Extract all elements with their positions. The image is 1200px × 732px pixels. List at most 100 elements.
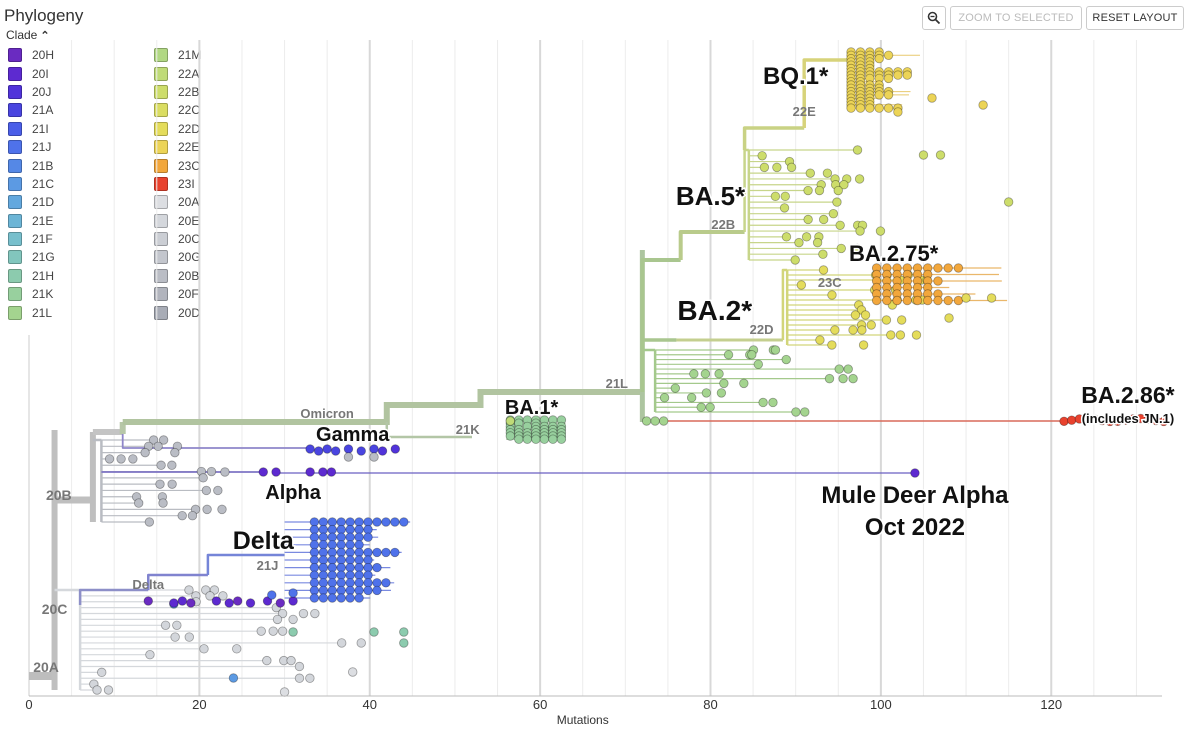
tip-node[interactable] <box>852 145 863 155</box>
tip-node[interactable] <box>834 364 844 374</box>
tip-node[interactable] <box>803 214 813 225</box>
tip-node[interactable] <box>723 350 734 360</box>
tip-node[interactable] <box>294 661 305 672</box>
tip-node[interactable] <box>228 673 239 683</box>
tip-node[interactable] <box>943 295 953 306</box>
tip-node[interactable] <box>158 435 169 445</box>
legend-item[interactable]: 20D <box>154 303 201 321</box>
legend-item[interactable]: 20H <box>8 46 55 64</box>
tip-node[interactable] <box>719 378 729 389</box>
tip-node[interactable] <box>839 180 849 190</box>
tip-node[interactable] <box>305 467 315 477</box>
tip-node[interactable] <box>313 446 324 456</box>
tip-node[interactable] <box>770 191 781 202</box>
legend-item[interactable]: 20I <box>8 64 55 82</box>
tip-node[interactable] <box>369 452 379 462</box>
tip-node[interactable] <box>832 197 842 207</box>
tip-node[interactable] <box>912 295 923 306</box>
tip-node[interactable] <box>160 620 171 630</box>
tip-node[interactable] <box>1059 416 1069 426</box>
tip-node[interactable] <box>911 330 922 340</box>
legend-item[interactable]: 20A <box>154 193 201 211</box>
tip-node[interactable] <box>944 313 954 323</box>
tip-node[interactable] <box>933 276 943 286</box>
tip-node[interactable] <box>935 150 946 160</box>
tip-node[interactable] <box>140 447 150 458</box>
tip-node[interactable] <box>145 650 155 660</box>
tip-node[interactable] <box>918 150 929 160</box>
tip-node[interactable] <box>827 290 837 300</box>
tip-node[interactable] <box>871 295 882 306</box>
tip-node[interactable] <box>213 485 223 496</box>
tip-node[interactable] <box>650 416 660 426</box>
tip-node[interactable] <box>893 107 903 117</box>
legend-item[interactable]: 22A <box>154 64 201 82</box>
tip-node[interactable] <box>399 627 409 637</box>
tip-node[interactable] <box>177 596 188 606</box>
tip-node[interactable] <box>202 504 212 515</box>
tip-node[interactable] <box>298 608 309 619</box>
tip-node[interactable] <box>305 673 315 683</box>
legend-item[interactable]: 22E <box>154 138 201 156</box>
tip-node[interactable] <box>201 485 212 496</box>
tip-node[interactable] <box>838 373 848 384</box>
tip-node[interactable] <box>345 593 355 603</box>
tip-node[interactable] <box>786 162 797 173</box>
tip-node[interactable] <box>199 644 209 654</box>
tip-node[interactable] <box>753 359 763 370</box>
tip-node[interactable] <box>217 504 227 515</box>
tip-node[interactable] <box>747 350 757 360</box>
tip-node[interactable] <box>148 435 159 445</box>
tip-node[interactable] <box>855 103 866 113</box>
tip-node[interactable] <box>852 243 863 254</box>
tip-node[interactable] <box>548 434 558 444</box>
tip-node[interactable] <box>309 593 320 603</box>
tip-node[interactable] <box>363 585 373 596</box>
tip-node[interactable] <box>714 369 724 379</box>
tip-node[interactable] <box>701 388 712 398</box>
tip-node[interactable] <box>205 591 215 601</box>
tip-node[interactable] <box>286 655 296 666</box>
tip-node[interactable] <box>768 397 778 408</box>
tip-node[interactable] <box>818 265 829 275</box>
legend-item[interactable]: 22D <box>154 120 201 138</box>
tip-node[interactable] <box>337 638 347 648</box>
tip-node[interactable] <box>848 373 858 384</box>
legend-item[interactable]: 20F <box>154 285 201 303</box>
tip-node[interactable] <box>505 431 516 441</box>
tip-node[interactable] <box>381 578 391 588</box>
tip-node[interactable] <box>850 310 861 320</box>
zoom-to-selected-button[interactable]: ZOOM TO SELECTED <box>950 6 1082 30</box>
tip-node[interactable] <box>505 416 516 426</box>
tip-node[interactable] <box>186 598 196 608</box>
tip-node[interactable] <box>881 315 892 325</box>
tip-node[interactable] <box>288 627 298 637</box>
tip-node[interactable] <box>170 447 180 458</box>
legend-item[interactable]: 21C <box>8 175 55 193</box>
tip-node[interactable] <box>883 103 894 113</box>
tip-node[interactable] <box>271 467 281 477</box>
tip-node[interactable] <box>759 162 770 173</box>
tip-node[interactable] <box>167 479 177 489</box>
tip-node[interactable] <box>363 532 373 542</box>
legend-item[interactable]: 22B <box>154 83 201 101</box>
tip-node[interactable] <box>390 517 400 527</box>
tip-node[interactable] <box>843 364 853 374</box>
tip-node[interactable] <box>184 632 194 642</box>
tip-node[interactable] <box>233 596 243 606</box>
tip-node[interactable] <box>641 416 652 426</box>
tip-node[interactable] <box>377 446 388 456</box>
tip-node[interactable] <box>815 335 825 345</box>
tip-node[interactable] <box>356 446 366 456</box>
tip-node[interactable] <box>943 263 953 273</box>
tip-node[interactable] <box>882 295 892 306</box>
tip-node[interactable] <box>258 467 268 477</box>
tip-node[interactable] <box>758 397 768 408</box>
tip-node[interactable] <box>144 517 155 527</box>
tip-node[interactable] <box>206 466 217 477</box>
tip-node[interactable] <box>658 416 669 426</box>
tip-node[interactable] <box>961 293 971 303</box>
tip-node[interactable] <box>770 345 781 355</box>
legend-item[interactable]: 20B <box>154 267 201 285</box>
tip-node[interactable] <box>830 325 840 335</box>
